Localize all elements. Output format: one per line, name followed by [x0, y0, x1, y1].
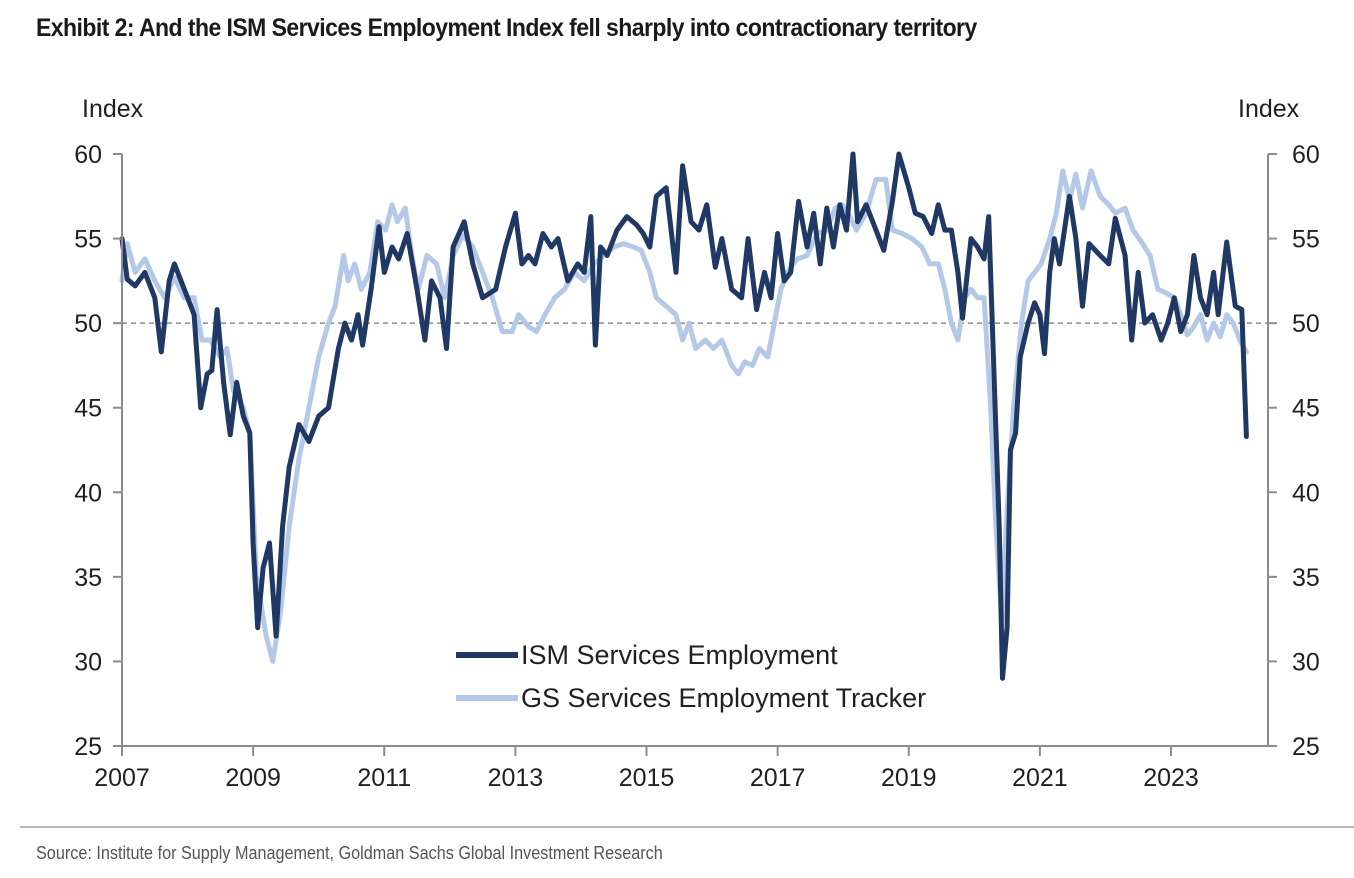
left-y-tick-label: 60 — [74, 141, 102, 169]
left-y-tick-label: 40 — [74, 479, 102, 507]
x-tick-label: 2019 — [881, 764, 937, 792]
x-tick-label: 2015 — [619, 764, 675, 792]
right-y-tick-label: 50 — [1292, 310, 1320, 338]
source-divider — [20, 826, 1354, 828]
series-line-ism-services-employment — [119, 151, 1249, 681]
x-tick-label: 2023 — [1143, 764, 1199, 792]
x-tick-label: 2009 — [225, 764, 281, 792]
x-tick-label: 2013 — [488, 764, 544, 792]
x-tick-label: 2021 — [1012, 764, 1068, 792]
legend-label-ism: ISM Services Employment — [521, 640, 838, 670]
x-tick-label: 2007 — [94, 764, 150, 792]
left-y-axis-label: Index — [82, 95, 144, 123]
right-y-tick-label: 30 — [1292, 648, 1320, 676]
series-layer — [119, 151, 1249, 681]
legend: ISM Services Employment GS Services Empl… — [456, 640, 926, 713]
right-y-tick-label: 25 — [1292, 733, 1320, 761]
left-y-tick-label: 55 — [74, 226, 102, 254]
right-y-tick-label: 35 — [1292, 564, 1320, 592]
left-y-tick-label: 35 — [74, 564, 102, 592]
line-chart: 25 25 30 30 35 35 40 40 45 45 50 50 55 55 60 60 2007 2009… — [74, 95, 1320, 792]
series-line-gs-services-employment-tracker — [119, 168, 1249, 664]
x-tick-label: 2011 — [357, 764, 411, 792]
left-y-tick-label: 30 — [74, 648, 102, 676]
right-y-tick-label: 60 — [1292, 141, 1320, 169]
x-tick-label: 2017 — [750, 764, 806, 792]
chart-title: Exhibit 2: And the ISM Services Employme… — [36, 14, 977, 42]
right-y-tick-label: 40 — [1292, 479, 1320, 507]
ticks-layer: 25 25 30 30 35 35 40 40 45 45 50 50 55 55 60 60 2007 2009… — [74, 141, 1320, 792]
source-note: Source: Institute for Supply Management,… — [36, 843, 663, 863]
right-y-tick-label: 45 — [1292, 395, 1320, 423]
right-y-tick-label: 55 — [1292, 226, 1320, 254]
plot-area: 25 25 30 30 35 35 40 40 45 45 50 50 55 55 60 60 2007 2009… — [74, 141, 1320, 792]
right-y-axis-label: Index — [1238, 95, 1300, 123]
left-y-tick-label: 45 — [74, 395, 102, 423]
legend-label-gs: GS Services Employment Tracker — [521, 683, 926, 713]
left-y-tick-label: 25 — [74, 733, 102, 761]
left-y-tick-label: 50 — [74, 310, 102, 338]
